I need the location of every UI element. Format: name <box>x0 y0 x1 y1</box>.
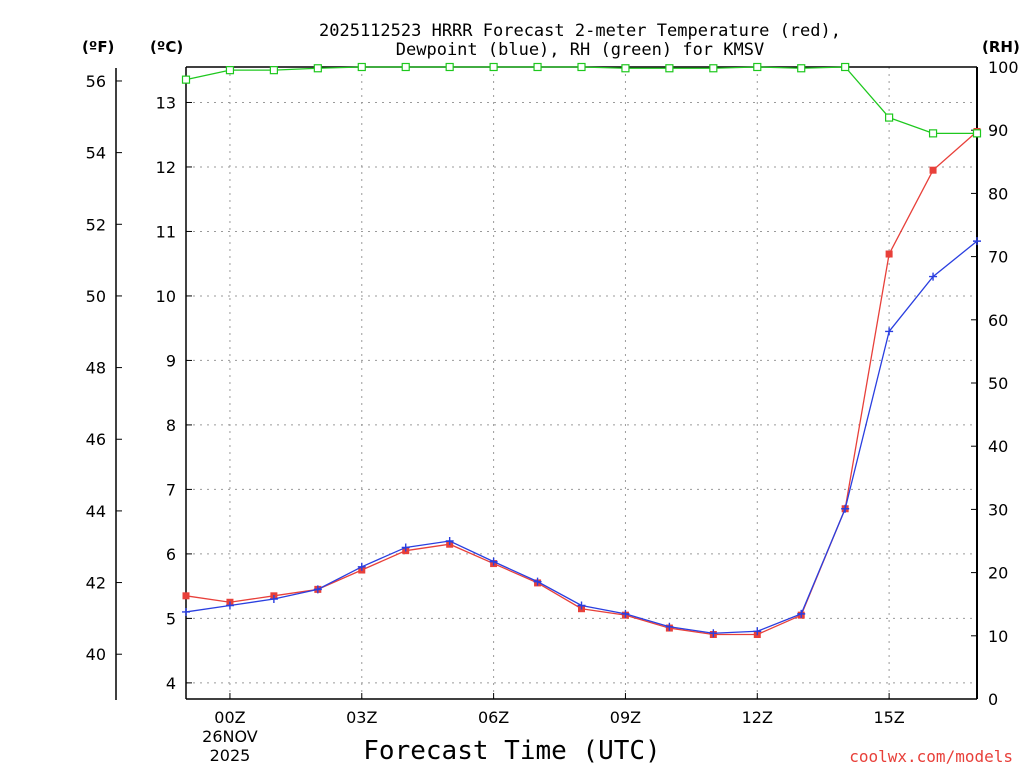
celsius-tick-label: 7 <box>166 480 176 499</box>
fahrenheit-tick-label: 46 <box>86 430 106 449</box>
chart-title: 2025112523 HRRR Forecast 2-meter Tempera… <box>319 21 841 41</box>
rh-tick-label: 40 <box>988 437 1008 456</box>
axes <box>115 66 978 700</box>
rh-line <box>185 66 977 135</box>
rh-unit-label: (RH) <box>982 38 1020 56</box>
fahrenheit-tick-label: 40 <box>86 645 106 664</box>
celsius-tick-label: 8 <box>166 416 176 435</box>
rh-tick-label: 20 <box>988 564 1008 583</box>
dewpoint-point <box>709 629 718 638</box>
dewpoint-point <box>621 609 630 618</box>
dewpoint-point <box>225 601 234 610</box>
rh-point <box>928 129 938 138</box>
fahrenheit-tick-label: 50 <box>86 287 106 306</box>
celsius-tick-label: 9 <box>166 351 176 370</box>
dewpoint-point <box>577 601 586 610</box>
dewpoint-point <box>753 627 762 636</box>
dewpoint-point <box>489 557 498 566</box>
rh-point <box>577 62 586 72</box>
fahrenheit-tick-label: 54 <box>86 144 106 163</box>
time-tick-label: 15Z <box>873 708 904 727</box>
dewpoint-point <box>885 327 894 336</box>
dewpoint-point <box>357 562 366 571</box>
rh-point <box>225 66 235 75</box>
chart-subtitle: Dewpoint (blue), RH (green) for KMSV <box>396 40 764 60</box>
rh-point <box>489 62 498 72</box>
credit-text: coolwx.com/models <box>849 747 1013 766</box>
time-tick-label: 00Z <box>214 708 245 727</box>
rh-point <box>841 62 850 72</box>
rh-tick-label: 10 <box>988 627 1008 646</box>
celsius-tick-label: 13 <box>156 93 176 112</box>
rh-point <box>621 64 630 73</box>
rh-point <box>357 62 366 72</box>
rh-tick-label: 0 <box>988 690 998 709</box>
temperature-point <box>885 250 893 258</box>
rh-tick-label: 90 <box>988 121 1008 140</box>
dewpoint-point <box>445 537 454 545</box>
temperature-point <box>182 592 190 600</box>
rh-point <box>753 62 762 72</box>
fahrenheit-tick-label: 44 <box>86 502 106 521</box>
dewpoint-point <box>841 504 850 513</box>
celsius-tick-label: 12 <box>156 158 176 177</box>
dewpoint-point <box>182 607 190 616</box>
rh-tick-label: 50 <box>988 374 1008 393</box>
dewpoint-point <box>269 595 278 604</box>
fahrenheit-tick-label: 48 <box>86 359 106 378</box>
fahrenheit-tick-label: 56 <box>86 72 106 91</box>
rh-tick-label: 100 <box>988 58 1019 77</box>
dewpoint-point <box>973 237 981 246</box>
temperature-point <box>929 166 937 174</box>
celsius-unit-label: (ºC) <box>150 38 183 56</box>
celsius-tick-label: 4 <box>166 674 176 693</box>
rh-tick-label: 70 <box>988 248 1008 267</box>
grid-lines <box>186 67 977 699</box>
rh-point <box>797 64 806 73</box>
dewpoint-point <box>665 622 674 631</box>
dewpoint-point <box>401 543 410 552</box>
rh-point <box>533 62 542 72</box>
rh-point <box>665 64 674 73</box>
rh-point <box>972 129 982 138</box>
year-label: 2025 <box>210 746 251 765</box>
temperature-line <box>185 131 978 636</box>
x-axis-label: Forecast Time (UTC) <box>363 736 660 766</box>
rh-point <box>401 62 410 72</box>
rh-tick-label: 30 <box>988 500 1008 519</box>
celsius-tick-label: 11 <box>156 222 176 241</box>
rh-tick-label: 80 <box>988 184 1008 203</box>
fahrenheit-tick-label: 42 <box>86 574 106 593</box>
fahrenheit-tick-label: 52 <box>86 215 106 234</box>
date-label: 26NOV <box>202 727 258 746</box>
celsius-tick-label: 10 <box>156 287 176 306</box>
rh-point <box>885 113 894 122</box>
time-tick-label: 03Z <box>346 708 377 727</box>
rh-point <box>709 64 718 73</box>
time-tick-label: 09Z <box>610 708 641 727</box>
celsius-tick-label: 6 <box>166 545 176 564</box>
dewpoint-line <box>185 240 978 634</box>
time-tick-label: 06Z <box>478 708 509 727</box>
dewpoint-point <box>533 577 542 586</box>
time-tick-label: 12Z <box>742 708 773 727</box>
dewpoint-point <box>313 585 322 594</box>
celsius-tick-label: 5 <box>166 609 176 628</box>
rh-tick-label: 60 <box>988 311 1008 330</box>
rh-point <box>181 75 191 84</box>
dewpoint-point <box>929 272 938 281</box>
series-layer <box>181 62 982 639</box>
fahrenheit-unit-label: (ºF) <box>82 38 114 56</box>
rh-point <box>269 66 278 75</box>
rh-point <box>313 64 322 73</box>
dewpoint-point <box>797 609 806 618</box>
rh-point <box>445 62 454 72</box>
